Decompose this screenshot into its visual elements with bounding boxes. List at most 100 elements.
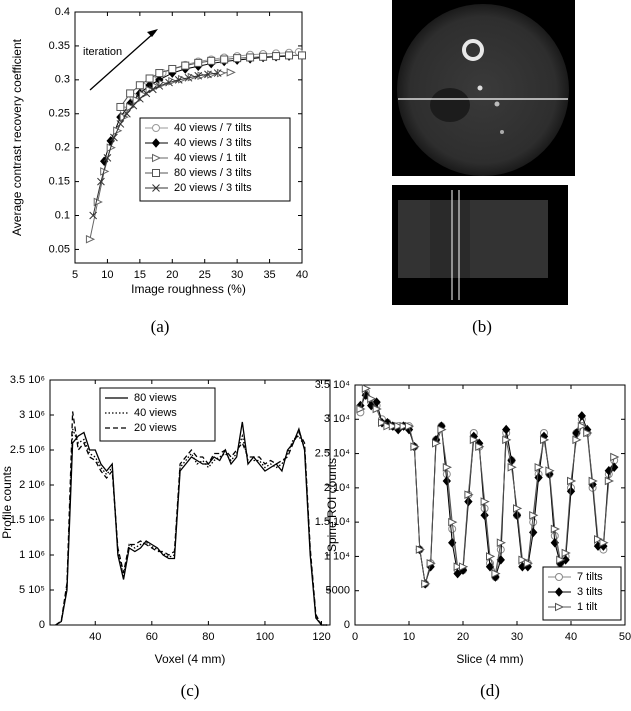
x-tick-label: 60: [146, 631, 158, 643]
marker: [610, 452, 620, 462]
y-tick-label: 2.5 10⁴: [315, 447, 351, 459]
y-tick-label: 5000: [326, 585, 350, 597]
marker: [512, 510, 522, 521]
y-tick-label: 0.25: [49, 108, 70, 120]
marker: [426, 559, 436, 568]
marker: [442, 476, 451, 486]
marker: [142, 89, 151, 98]
chart: 0 5000 1 10⁴ 1.5 10⁴ 2 10⁴ 2.5 10⁴ 3 10⁴ 3.5 10…: [315, 379, 631, 700]
y-axis-title: Profile counts: [0, 466, 14, 539]
marker: [388, 421, 398, 431]
marker: [126, 89, 135, 98]
marker: [259, 52, 268, 61]
marker: [394, 421, 404, 431]
marker: [588, 476, 598, 486]
annotation: iteration: [83, 46, 122, 58]
plot-frame: [74, 11, 303, 264]
marker: [272, 52, 281, 61]
y-tick-label: 0.35: [49, 40, 70, 52]
series-line: [119, 54, 302, 108]
y-axis-title: Average contrast recovery coefficient: [10, 38, 24, 236]
marker: [103, 153, 112, 162]
legend-label: 80 views / 3 tilts: [174, 167, 252, 179]
marker: [594, 535, 604, 544]
y-tick-label: 3 10⁶: [19, 409, 45, 421]
y-tick-label: 0: [344, 619, 350, 631]
marker: [421, 579, 431, 589]
y-tick-label: 1 10⁴: [324, 550, 350, 562]
legend-label: 20 views / 3 tilts: [174, 182, 252, 194]
marker: [226, 68, 236, 77]
marker: [204, 70, 212, 79]
y-tick-label: 0.3: [55, 74, 70, 86]
y-tick-label: 0.4: [55, 6, 70, 18]
marker: [529, 511, 539, 520]
x-tick-label: 0: [352, 631, 358, 643]
phantom-disk: [397, 4, 569, 176]
marker: [491, 569, 501, 578]
y-tick-label: 0.15: [49, 176, 70, 188]
marker: [129, 101, 138, 110]
spine-region: [430, 200, 470, 278]
marker: [410, 442, 420, 451]
plot-frame: [49, 379, 331, 626]
legend-label: 40 views / 1 tilt: [174, 152, 246, 164]
marker: [561, 555, 570, 565]
marker: [555, 602, 565, 612]
marker: [567, 476, 577, 486]
marker: [502, 435, 512, 445]
marker: [216, 68, 227, 78]
panel-caption: (c): [181, 681, 200, 700]
chart: 0 5 10⁵ 1 10⁶ 1.5 10⁶ 2 10⁶ 2.5 10⁶ 3 10⁶ 3.5 1…: [0, 374, 331, 700]
marker: [513, 504, 523, 513]
marker: [453, 562, 463, 571]
y-tick-label: 2 10⁴: [324, 482, 350, 494]
legend: 80 views 40 views 20 views: [99, 387, 216, 442]
marker: [577, 421, 587, 431]
marker: [486, 552, 496, 561]
marker: [540, 435, 550, 445]
marker: [174, 75, 183, 84]
marker: [534, 463, 544, 472]
marker: [372, 404, 382, 414]
y-tick-label: 0.2: [55, 142, 70, 154]
marker: [399, 421, 409, 431]
marker: [432, 439, 442, 448]
legend-label: 1 tilt: [577, 601, 597, 613]
marker: [116, 102, 125, 111]
y-tick-label: 1.5 10⁴: [315, 516, 351, 528]
marker: [405, 421, 415, 431]
x-tick-label: 20: [166, 269, 178, 281]
marker: [550, 524, 560, 534]
x-tick-label: 30: [511, 631, 523, 643]
marker: [453, 568, 462, 579]
marker: [136, 94, 144, 103]
marker: [523, 559, 533, 568]
marker: [554, 587, 564, 597]
marker: [145, 74, 154, 83]
marker: [480, 510, 489, 521]
marker: [469, 435, 479, 445]
marker: [448, 517, 458, 527]
panel-caption: (b): [472, 317, 492, 336]
marker: [480, 497, 490, 506]
y-tick-label: 5 10⁵: [19, 584, 45, 596]
x-tick-label: 5: [72, 269, 78, 281]
marker: [502, 424, 511, 435]
marker: [152, 124, 160, 132]
marker: [437, 425, 447, 434]
y-tick-label: 1 10⁶: [19, 549, 45, 561]
x-tick-label: 20: [457, 631, 469, 643]
marker: [496, 538, 506, 547]
x-axis-title: Voxel (4 mm): [155, 652, 226, 666]
marker: [151, 138, 161, 148]
marker: [507, 463, 517, 472]
legend: 7 tilts 3 tilts 1 tilt: [542, 566, 622, 621]
legend-label: 40 views / 7 tilts: [174, 122, 252, 134]
marker: [220, 55, 229, 64]
marker: [207, 56, 216, 65]
marker: [152, 153, 162, 163]
marker: [378, 418, 388, 427]
marker: [464, 496, 473, 507]
